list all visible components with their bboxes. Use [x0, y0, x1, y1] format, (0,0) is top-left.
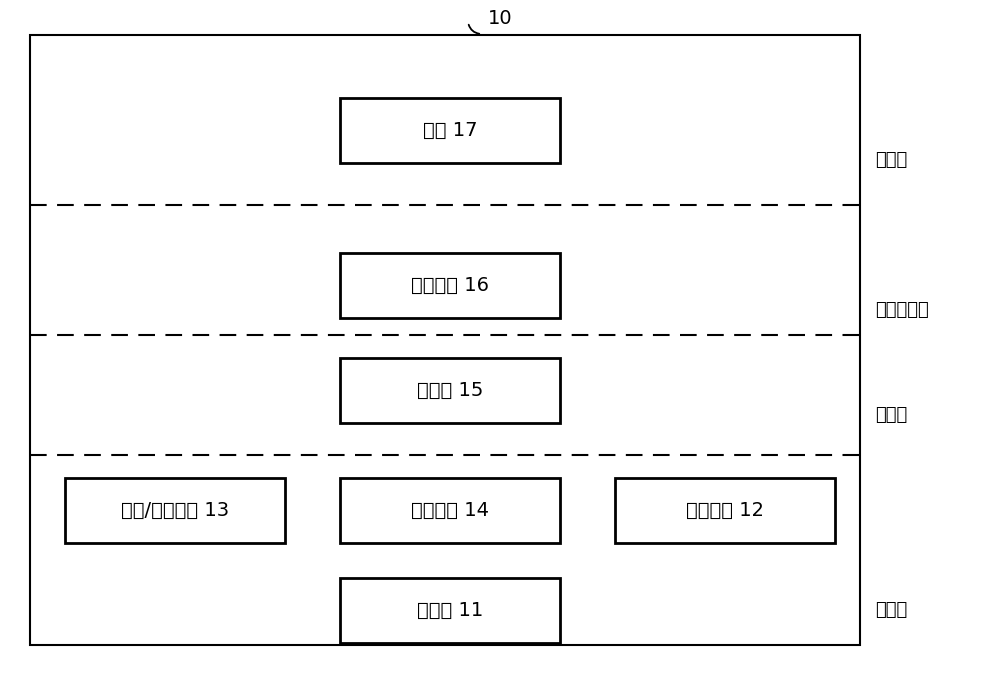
Text: 网络接口 12: 网络接口 12 — [686, 500, 764, 520]
Text: 处理器 11: 处理器 11 — [417, 601, 483, 619]
Bar — [615, 477, 835, 542]
Bar — [65, 477, 285, 542]
Text: 应用 17: 应用 17 — [423, 121, 477, 139]
Text: 存储介质 14: 存储介质 14 — [411, 500, 489, 520]
Bar — [340, 98, 560, 163]
Bar — [340, 577, 560, 643]
Text: 硬件层: 硬件层 — [875, 601, 907, 619]
Text: 驱动层: 驱动层 — [875, 406, 907, 424]
Text: 输入/输出接口 13: 输入/输出接口 13 — [121, 500, 229, 520]
Text: 10: 10 — [488, 8, 512, 28]
Text: 软件层: 软件层 — [875, 151, 907, 169]
Text: 操作系统 16: 操作系统 16 — [411, 276, 489, 294]
Bar — [340, 477, 560, 542]
Bar — [340, 252, 560, 318]
Bar — [30, 35, 860, 645]
Bar — [340, 358, 560, 422]
Text: 中间件 15: 中间件 15 — [417, 380, 483, 400]
Text: 操作系统层: 操作系统层 — [875, 301, 929, 319]
